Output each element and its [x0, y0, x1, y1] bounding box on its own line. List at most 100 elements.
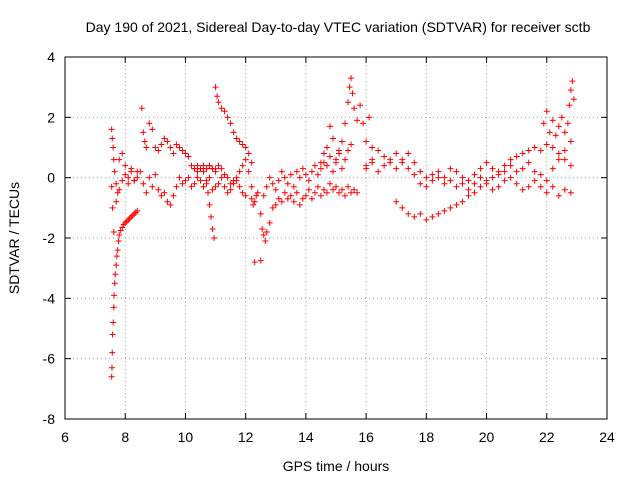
data-point — [543, 189, 550, 196]
data-point — [197, 165, 204, 172]
data-point — [351, 186, 358, 193]
x-tick-label: 10 — [178, 429, 194, 445]
data-point — [336, 150, 343, 157]
data-point — [111, 280, 118, 287]
data-point — [459, 174, 466, 181]
data-point — [293, 189, 300, 196]
data-point — [161, 189, 168, 196]
data-point — [129, 212, 136, 219]
data-point — [366, 114, 373, 121]
data-point — [200, 183, 207, 190]
data-point — [311, 189, 318, 196]
data-point — [260, 231, 267, 238]
data-point — [287, 192, 294, 199]
data-point — [320, 150, 327, 157]
data-point — [564, 120, 571, 127]
data-point — [230, 177, 237, 184]
data-point — [176, 174, 183, 181]
data-point — [221, 183, 228, 190]
data-point — [333, 183, 339, 190]
data-point — [501, 177, 508, 184]
data-point — [567, 138, 574, 145]
data-point — [114, 247, 121, 254]
x-tick-label: 20 — [479, 429, 495, 445]
data-point — [257, 210, 264, 217]
data-point — [173, 183, 180, 190]
data-point — [278, 168, 285, 175]
data-point — [173, 141, 180, 148]
data-point — [122, 171, 129, 178]
data-point — [194, 168, 201, 175]
data-point — [155, 147, 162, 154]
data-point — [230, 129, 237, 136]
data-point — [111, 292, 118, 299]
data-point — [540, 120, 547, 127]
data-point — [221, 108, 228, 115]
data-point — [393, 165, 400, 172]
data-point — [248, 159, 255, 166]
data-point — [417, 210, 424, 217]
data-point — [567, 162, 574, 169]
data-point — [132, 209, 139, 216]
data-point — [143, 189, 150, 196]
data-point — [266, 219, 273, 226]
data-point — [262, 238, 269, 245]
data-point — [387, 159, 394, 166]
data-point — [561, 186, 568, 193]
data-point — [558, 114, 565, 121]
data-point — [375, 147, 382, 154]
data-point — [320, 186, 327, 193]
data-point — [242, 144, 249, 151]
data-point — [453, 183, 460, 190]
data-point — [399, 156, 406, 163]
data-point — [543, 177, 550, 184]
data-point — [501, 168, 508, 175]
data-point — [109, 349, 116, 356]
data-point — [342, 120, 349, 127]
data-point — [227, 186, 234, 193]
data-point — [429, 171, 436, 178]
data-point — [317, 192, 324, 199]
data-point — [287, 171, 294, 178]
data-point — [349, 90, 356, 97]
data-point — [108, 183, 115, 190]
data-point — [348, 141, 355, 148]
data-point — [128, 213, 135, 220]
data-point — [537, 171, 544, 178]
x-tick-label: 18 — [419, 429, 435, 445]
data-point — [305, 186, 312, 193]
data-point — [218, 105, 225, 112]
data-point — [263, 183, 270, 190]
y-tick-label: -4 — [43, 290, 56, 306]
x-tick-label: 6 — [61, 429, 69, 445]
data-point — [272, 201, 279, 208]
data-point — [393, 198, 400, 205]
data-point — [227, 180, 234, 187]
data-point — [239, 141, 246, 148]
y-tick-label: -2 — [43, 230, 56, 246]
data-point — [123, 218, 130, 225]
data-point — [112, 271, 119, 278]
data-point — [507, 156, 514, 163]
data-point — [339, 165, 346, 172]
data-point — [348, 75, 355, 82]
data-point — [117, 227, 124, 234]
data-point — [333, 159, 339, 166]
data-point — [149, 126, 156, 133]
data-point — [113, 253, 120, 260]
data-point — [326, 153, 333, 160]
data-point — [152, 171, 159, 178]
data-point — [345, 99, 352, 106]
data-point — [537, 183, 544, 190]
data-point — [489, 186, 496, 193]
data-point — [170, 192, 177, 199]
data-point — [275, 195, 282, 202]
data-point — [483, 159, 490, 166]
data-point — [269, 180, 276, 187]
data-point — [363, 138, 370, 145]
data-point — [293, 168, 300, 175]
data-point — [215, 99, 222, 106]
data-point — [269, 204, 276, 211]
data-point — [489, 174, 496, 181]
data-point — [110, 319, 117, 326]
